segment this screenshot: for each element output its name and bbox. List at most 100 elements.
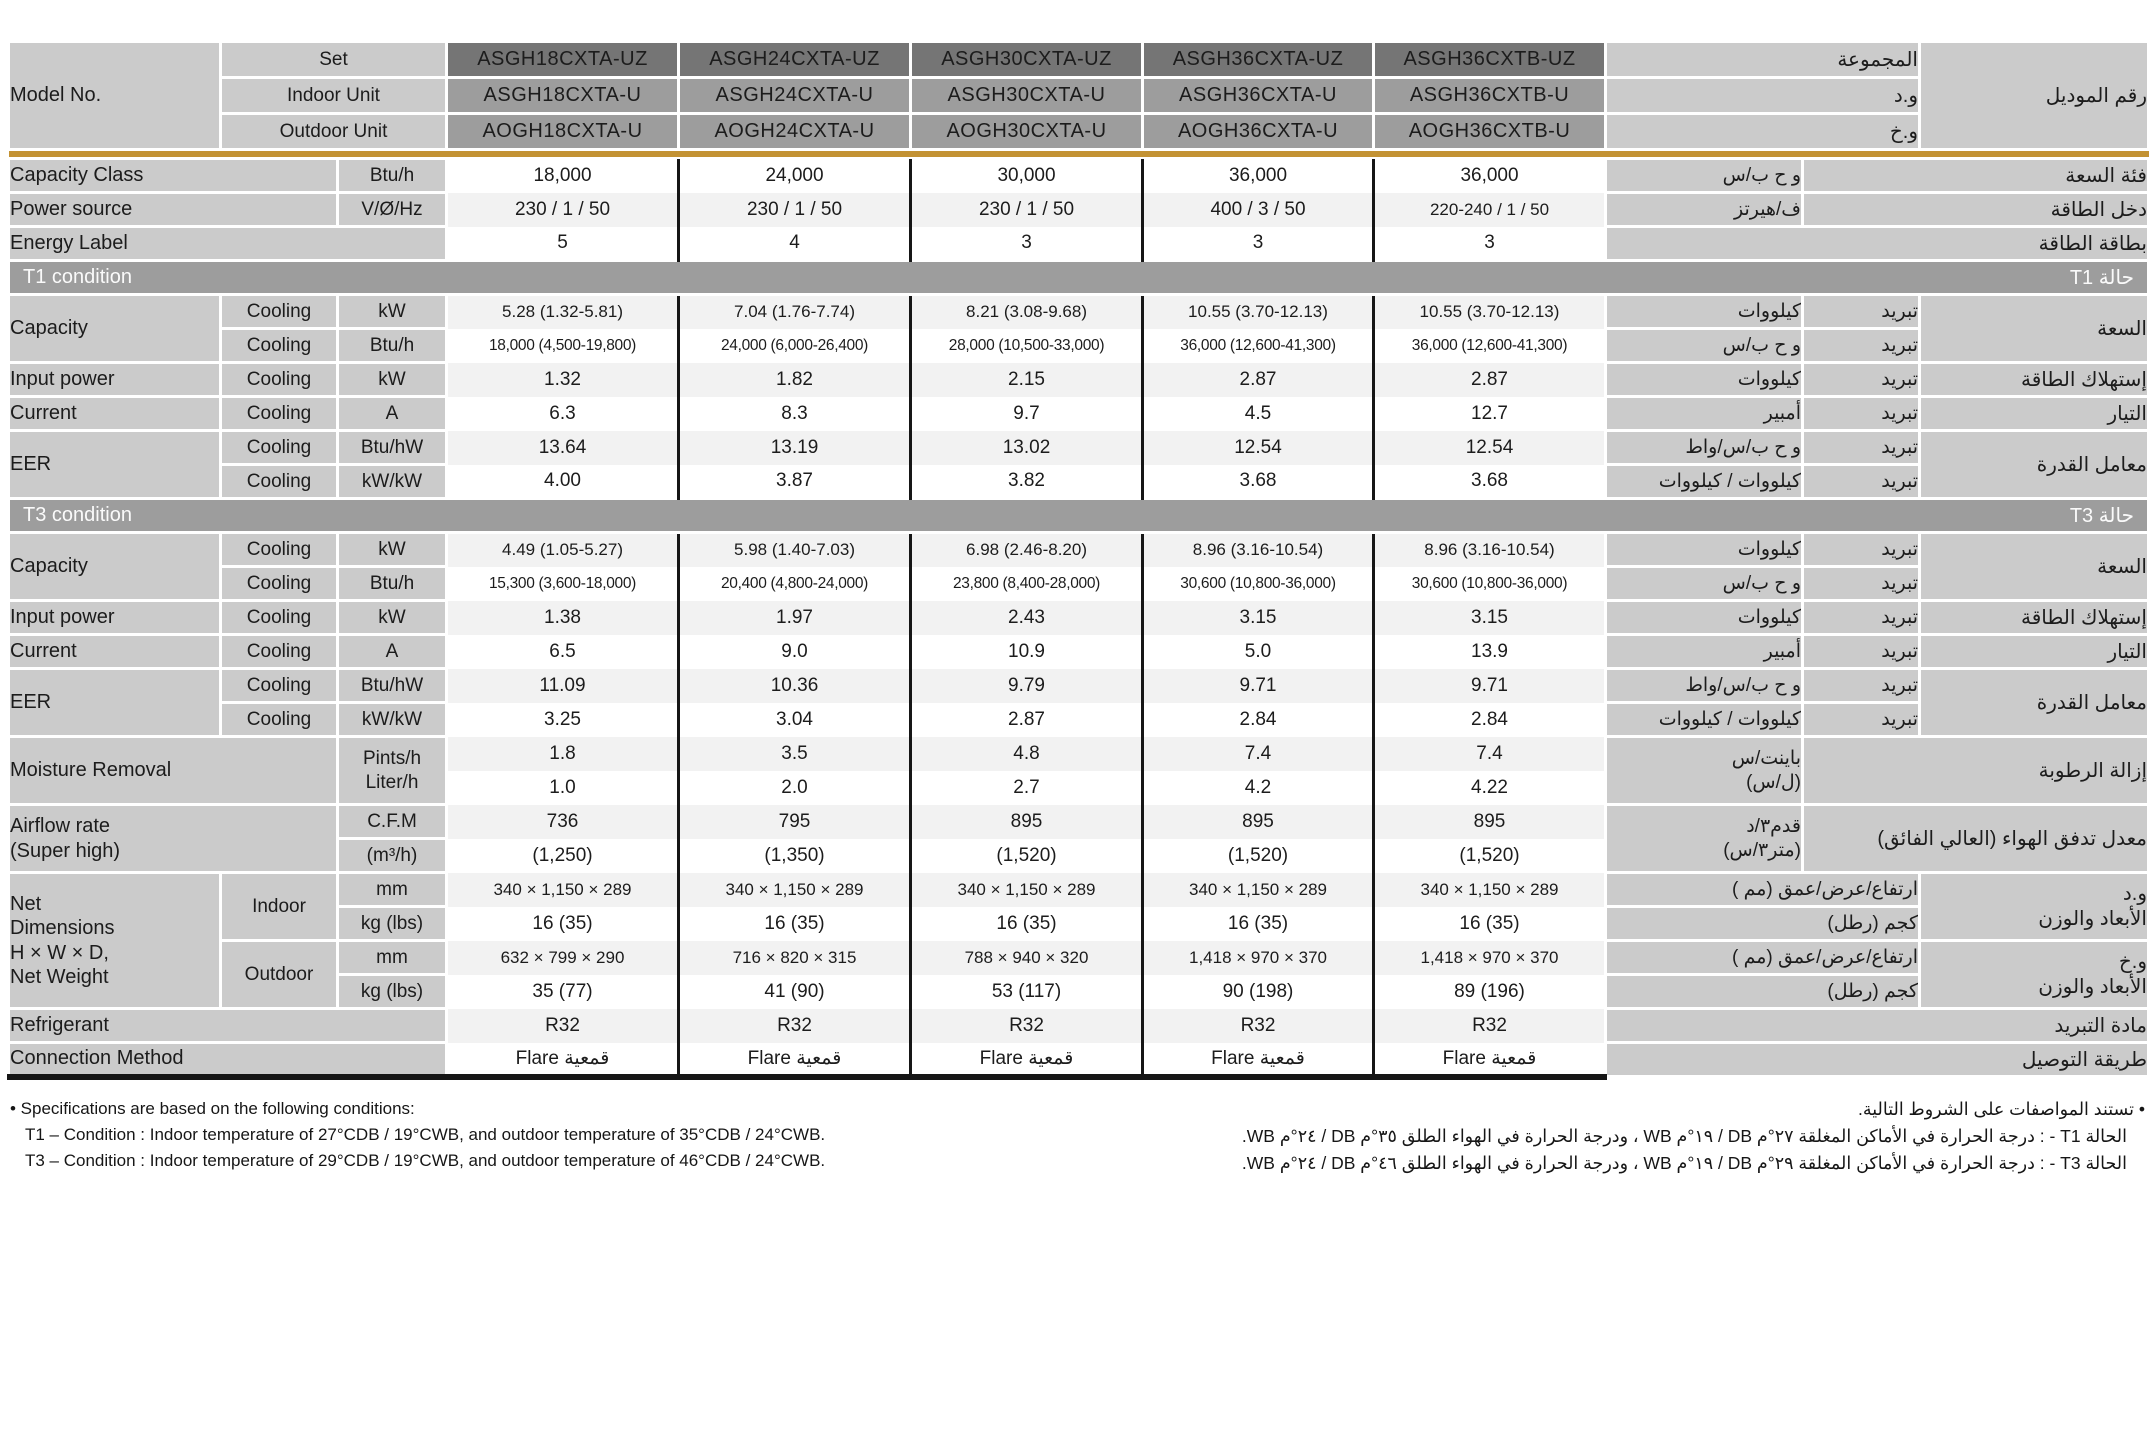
unit-label: kW/kW xyxy=(336,463,448,500)
unit-label-ar: كيلووات / كيلووات xyxy=(1604,701,1804,738)
spec-value-cell: 28,000 (10,500-33,000) xyxy=(909,328,1144,363)
spec-value-cell: (1,350) xyxy=(677,838,912,873)
row-label-en: Capacity xyxy=(7,531,222,602)
spec-value-cell: 3 xyxy=(1372,226,1607,261)
row-label-ar: إستهلاك الطاقة xyxy=(1918,599,2150,636)
model-cell: ASGH24CXTA-UZ xyxy=(677,40,912,79)
spec-value-cell: 230 / 1 / 50 xyxy=(445,192,680,227)
model-row-label: Indoor Unit xyxy=(219,76,448,115)
cooling-label: Cooling xyxy=(219,565,339,602)
spec-value-cell: 230 / 1 / 50 xyxy=(909,192,1144,227)
spec-value-cell: 13.9 xyxy=(1372,634,1607,669)
spec-value-cell: 8.96 (3.16-10.54) xyxy=(1141,532,1375,567)
spec-value-cell: 16 (35) xyxy=(1372,906,1607,941)
spec-value-cell: 36,000 (12,600-41,300) xyxy=(1141,328,1375,363)
spec-value-cell: 3.87 xyxy=(677,464,912,499)
unit-label-ar: و ح ب/س/واط xyxy=(1604,429,1804,466)
spec-value-cell: 340 × 1,150 × 289 xyxy=(1141,872,1375,907)
model-row-label: Outdoor Unit xyxy=(219,112,448,151)
spec-value-cell: 9.71 xyxy=(1372,668,1607,703)
unit-label-ar: كيلووات xyxy=(1604,293,1804,330)
unit-label: Btu/h xyxy=(336,565,448,602)
unit-label: C.F.M xyxy=(336,803,448,840)
cooling-label-ar: تبريد xyxy=(1801,327,1921,364)
model-cell: ASGH36CXTB-U xyxy=(1372,76,1607,115)
footnotes: • Specifications are based on the follow… xyxy=(10,1096,2145,1177)
unit-label: Btu/hW xyxy=(336,667,448,704)
spec-value-cell: 400 / 3 / 50 xyxy=(1141,192,1375,227)
unit-label: kW xyxy=(336,361,448,398)
unit-label-ar: و ح ب/س xyxy=(1604,565,1804,602)
spec-value-cell: 3.15 xyxy=(1372,600,1607,635)
spec-value-cell: 18,000 (4,500-19,800) xyxy=(445,328,680,363)
unit-label: kg (lbs) xyxy=(336,905,448,942)
cooling-label-ar: تبريد xyxy=(1801,531,1921,568)
spec-value-cell: Flare قمعية xyxy=(445,1042,680,1080)
row-label-ar: طريقة التوصيل xyxy=(1604,1041,2150,1078)
spec-value-cell: 7.04 (1.76-7.74) xyxy=(677,294,912,329)
spec-value-cell: (1,520) xyxy=(909,838,1144,873)
spec-value-cell: 89 (196) xyxy=(1372,974,1607,1009)
cooling-label-ar: تبريد xyxy=(1801,395,1921,432)
dimensions-label-ar: و.د الأبعاد والوزن xyxy=(1918,871,2150,942)
unit-label: A xyxy=(336,633,448,670)
spec-value-cell: 15,300 (3,600-18,000) xyxy=(445,566,680,601)
spec-value-cell: 1.8 xyxy=(445,736,680,771)
spec-value-cell: 2.87 xyxy=(1372,362,1607,397)
spec-value-cell: 1.97 xyxy=(677,600,912,635)
spec-value-cell: 16 (35) xyxy=(445,906,680,941)
cooling-label: Cooling xyxy=(219,361,339,398)
spec-value-cell: 13.64 xyxy=(445,430,680,465)
spec-value-cell: 1.38 xyxy=(445,600,680,635)
spec-value-cell: 3.68 xyxy=(1141,464,1375,499)
cooling-label: Cooling xyxy=(219,395,339,432)
row-label-ar: معامل القدرة xyxy=(1918,667,2150,738)
unit-label: V/Ø/Hz xyxy=(336,191,448,228)
spec-value-cell: 41 (90) xyxy=(677,974,912,1009)
spec-value-cell: 795 xyxy=(677,804,912,839)
unit-label-ar: أمبير xyxy=(1604,633,1804,670)
unit-label-ar: كيلووات xyxy=(1604,361,1804,398)
footnotes-english: • Specifications are based on the follow… xyxy=(10,1096,825,1177)
unit-label: kg (lbs) xyxy=(336,973,448,1010)
gold-divider xyxy=(8,149,2149,159)
spec-value-cell: 3.04 xyxy=(677,702,912,737)
spec-value-cell: 4.00 xyxy=(445,464,680,499)
row-label-ar: التيار xyxy=(1918,395,2150,432)
spec-value-cell: 53 (117) xyxy=(909,974,1144,1009)
spec-value-cell: 4.5 xyxy=(1141,396,1375,431)
row-label-en: Power source xyxy=(7,191,339,228)
spec-value-cell: 36,000 xyxy=(1141,158,1375,193)
unit-label-ar: و ح ب/س xyxy=(1604,327,1804,364)
spec-value-cell: 13.19 xyxy=(677,430,912,465)
model-row-label-ar: و.د xyxy=(1604,76,1921,115)
row-label-ar: إزالة الرطوبة xyxy=(1801,735,2150,806)
model-cell: ASGH30CXTA-UZ xyxy=(909,40,1144,79)
unit-label: Btu/h xyxy=(336,327,448,364)
spec-value-cell: 16 (35) xyxy=(1141,906,1375,941)
spec-value-cell: 20,400 (4,800-24,000) xyxy=(677,566,912,601)
model-cell: ASGH36CXTA-UZ xyxy=(1141,40,1375,79)
model-cell: ASGH18CXTA-U xyxy=(445,76,680,115)
spec-value-cell: 12.54 xyxy=(1141,430,1375,465)
spec-value-cell: 36,000 (12,600-41,300) xyxy=(1372,328,1607,363)
spec-value-cell: Flare قمعية xyxy=(1372,1042,1607,1080)
row-label-ar: مادة التبريد xyxy=(1604,1007,2150,1044)
row-label-en: Refrigerant xyxy=(7,1007,448,1044)
dimensions-label-en: Net Dimensions H × W × D, Net Weight xyxy=(7,871,222,1010)
spec-value-cell: 12.54 xyxy=(1372,430,1607,465)
spec-value-cell: 24,000 (6,000-26,400) xyxy=(677,328,912,363)
footnote-en-line: T1 – Condition : Indoor temperature of 2… xyxy=(25,1124,826,1144)
spec-value-cell: 36,000 xyxy=(1372,158,1607,193)
row-label-en: Capacity Class xyxy=(7,157,339,194)
spec-value-cell: (1,250) xyxy=(445,838,680,873)
cooling-label-ar: تبريد xyxy=(1801,429,1921,466)
spec-value-cell: 1.82 xyxy=(677,362,912,397)
row-label-ar: السعة xyxy=(1918,531,2150,602)
model-cell: ASGH36CXTB-UZ xyxy=(1372,40,1607,79)
unit-label-ar: ف/هيرتز xyxy=(1604,191,1804,228)
spec-value-cell: Flare قمعية xyxy=(1141,1042,1375,1080)
model-cell: ASGH36CXTA-U xyxy=(1141,76,1375,115)
spec-value-cell: 3.5 xyxy=(677,736,912,771)
row-label-en: EER xyxy=(7,429,222,500)
